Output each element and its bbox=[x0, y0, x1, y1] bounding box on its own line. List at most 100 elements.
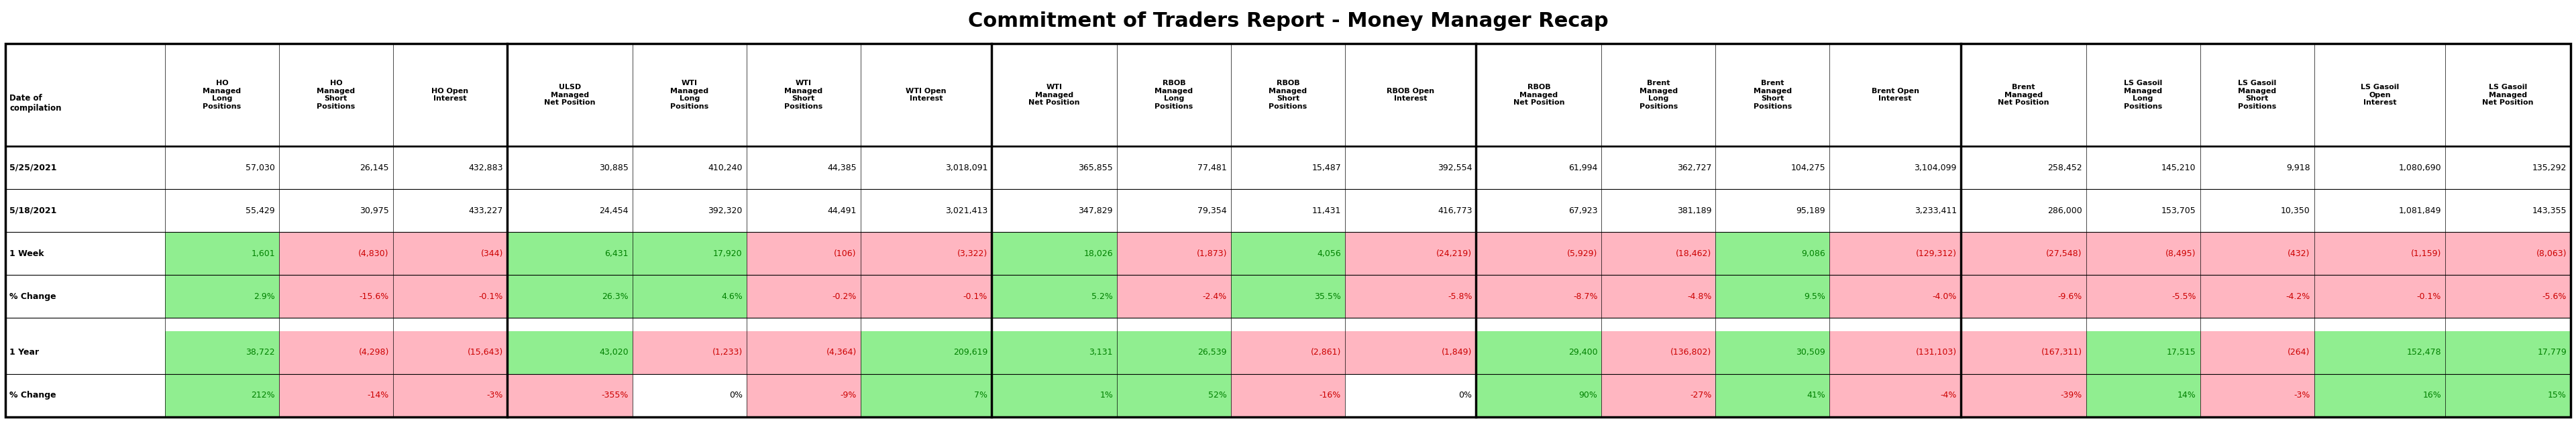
Text: 1%: 1% bbox=[1100, 391, 1113, 400]
Text: (2,861): (2,861) bbox=[1311, 348, 1342, 357]
Bar bbox=[1716, 146, 1829, 189]
Bar bbox=[1345, 275, 1476, 318]
Bar bbox=[747, 331, 860, 374]
Text: (8,495): (8,495) bbox=[2166, 249, 2197, 258]
Bar bbox=[634, 275, 747, 318]
Bar bbox=[1829, 146, 1960, 189]
Text: 1 Week: 1 Week bbox=[10, 249, 44, 258]
Text: WTI
Managed
Long
Positions: WTI Managed Long Positions bbox=[670, 80, 708, 110]
Bar bbox=[860, 275, 992, 318]
Text: 3,233,411: 3,233,411 bbox=[1914, 206, 1958, 215]
Bar bbox=[860, 331, 992, 374]
Text: (18,462): (18,462) bbox=[1677, 249, 1710, 258]
Bar bbox=[394, 331, 507, 374]
Text: (4,298): (4,298) bbox=[358, 348, 389, 357]
Text: 38,722: 38,722 bbox=[245, 348, 276, 357]
Bar bbox=[860, 146, 992, 189]
Text: -0.1%: -0.1% bbox=[963, 292, 987, 301]
Bar bbox=[1602, 275, 1716, 318]
Bar bbox=[747, 275, 860, 318]
Text: (27,548): (27,548) bbox=[2045, 249, 2081, 258]
Text: RBOB
Managed
Net Position: RBOB Managed Net Position bbox=[1512, 84, 1564, 106]
Bar bbox=[507, 331, 634, 374]
Text: 153,705: 153,705 bbox=[2161, 206, 2197, 215]
Bar bbox=[1231, 232, 1345, 275]
Text: -0.1%: -0.1% bbox=[2416, 292, 2442, 301]
Text: -4.2%: -4.2% bbox=[2285, 292, 2311, 301]
Text: (167,311): (167,311) bbox=[2040, 348, 2081, 357]
Bar bbox=[1829, 275, 1960, 318]
Text: 29,400: 29,400 bbox=[1569, 348, 1597, 357]
Bar bbox=[2087, 232, 2200, 275]
Text: (264): (264) bbox=[2287, 348, 2311, 357]
Bar bbox=[2200, 275, 2313, 318]
Text: 30,975: 30,975 bbox=[361, 206, 389, 215]
Text: 5/25/2021: 5/25/2021 bbox=[10, 163, 57, 172]
Text: 152,478: 152,478 bbox=[2406, 348, 2442, 357]
Bar bbox=[2445, 232, 2571, 275]
Bar bbox=[5, 146, 165, 189]
Bar bbox=[1118, 44, 1231, 146]
Text: 104,275: 104,275 bbox=[1790, 163, 1826, 172]
Bar bbox=[1345, 44, 1476, 146]
Text: 41%: 41% bbox=[1806, 391, 1826, 400]
Bar bbox=[5, 44, 165, 146]
Bar bbox=[1345, 146, 1476, 189]
Bar bbox=[2087, 275, 2200, 318]
Text: 10,350: 10,350 bbox=[2280, 206, 2311, 215]
Bar bbox=[1476, 189, 1602, 232]
Bar bbox=[2313, 318, 2445, 331]
Bar bbox=[278, 232, 394, 275]
Text: (1,873): (1,873) bbox=[1195, 249, 1226, 258]
Bar bbox=[5, 331, 165, 374]
Text: 55,429: 55,429 bbox=[245, 206, 276, 215]
Bar bbox=[1476, 232, 1602, 275]
Bar bbox=[1960, 318, 2087, 331]
Bar bbox=[1602, 374, 1716, 417]
Bar bbox=[1716, 275, 1829, 318]
Text: HO Open
Interest: HO Open Interest bbox=[433, 88, 469, 102]
Text: (8,063): (8,063) bbox=[2537, 249, 2566, 258]
Text: 17,920: 17,920 bbox=[714, 249, 742, 258]
Bar bbox=[278, 275, 394, 318]
Text: 15%: 15% bbox=[2548, 391, 2566, 400]
Bar bbox=[1829, 374, 1960, 417]
Text: -5.8%: -5.8% bbox=[1448, 292, 1471, 301]
Text: -16%: -16% bbox=[1319, 391, 1342, 400]
Bar bbox=[1960, 189, 2087, 232]
Text: -4.0%: -4.0% bbox=[1932, 292, 1958, 301]
Bar bbox=[860, 374, 992, 417]
Text: Date of
compilation: Date of compilation bbox=[10, 94, 62, 112]
Text: (131,103): (131,103) bbox=[1917, 348, 1958, 357]
Text: (1,233): (1,233) bbox=[711, 348, 742, 357]
Bar bbox=[2087, 146, 2200, 189]
Text: 209,619: 209,619 bbox=[953, 348, 987, 357]
Bar bbox=[2200, 232, 2313, 275]
Text: 26.3%: 26.3% bbox=[603, 292, 629, 301]
Text: (3,322): (3,322) bbox=[958, 249, 987, 258]
Bar bbox=[992, 331, 1118, 374]
Text: -27%: -27% bbox=[1690, 391, 1710, 400]
Bar bbox=[2200, 189, 2313, 232]
Text: 347,829: 347,829 bbox=[1079, 206, 1113, 215]
Text: 381,189: 381,189 bbox=[1677, 206, 1710, 215]
Bar bbox=[1476, 44, 1602, 146]
Bar bbox=[1829, 232, 1960, 275]
Bar bbox=[747, 44, 860, 146]
Bar bbox=[507, 189, 634, 232]
Bar bbox=[992, 189, 1118, 232]
Bar bbox=[2313, 331, 2445, 374]
Bar bbox=[278, 189, 394, 232]
Bar bbox=[992, 374, 1118, 417]
Text: -0.1%: -0.1% bbox=[479, 292, 502, 301]
Bar bbox=[507, 44, 634, 146]
Text: 1,081,849: 1,081,849 bbox=[2398, 206, 2442, 215]
Text: 9,918: 9,918 bbox=[2285, 163, 2311, 172]
Text: 212%: 212% bbox=[250, 391, 276, 400]
Text: RBOB
Managed
Short
Positions: RBOB Managed Short Positions bbox=[1270, 80, 1306, 110]
Bar bbox=[1960, 232, 2087, 275]
Bar bbox=[2313, 275, 2445, 318]
Bar bbox=[165, 189, 278, 232]
Bar bbox=[2313, 189, 2445, 232]
Bar bbox=[1960, 44, 2087, 146]
